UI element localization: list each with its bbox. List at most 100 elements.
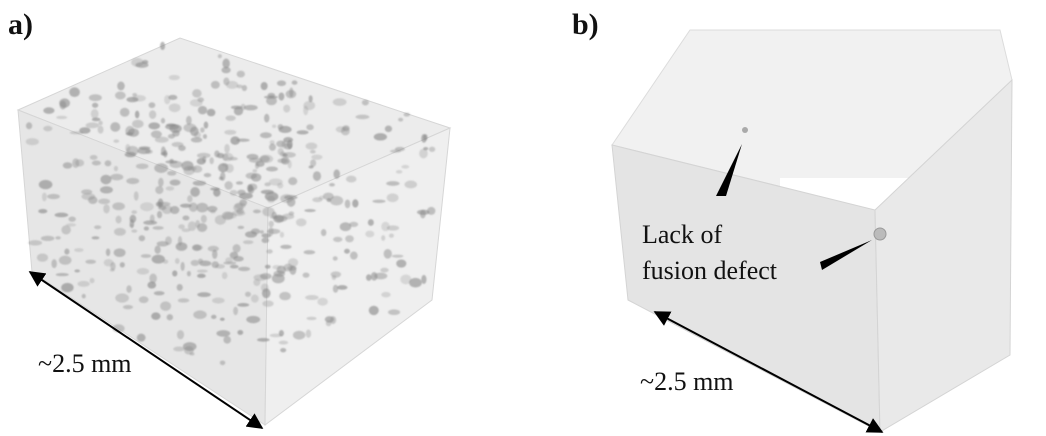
pore bbox=[173, 347, 184, 352]
pore bbox=[82, 294, 86, 299]
pore bbox=[349, 222, 358, 227]
pore bbox=[154, 163, 168, 173]
pore bbox=[192, 89, 202, 97]
pore bbox=[225, 115, 235, 121]
pore bbox=[169, 75, 180, 80]
pore bbox=[392, 255, 404, 258]
pore bbox=[126, 285, 131, 293]
pore bbox=[125, 144, 130, 152]
pore bbox=[279, 292, 290, 300]
pore bbox=[114, 166, 118, 171]
pore bbox=[253, 210, 261, 214]
pore bbox=[166, 186, 175, 190]
pore bbox=[344, 249, 350, 254]
pore bbox=[169, 103, 181, 112]
pore bbox=[220, 360, 225, 365]
pore bbox=[178, 298, 190, 302]
pore bbox=[26, 122, 32, 129]
pore bbox=[51, 259, 56, 268]
pore bbox=[64, 249, 69, 255]
pore bbox=[115, 91, 126, 99]
pore bbox=[47, 194, 60, 199]
pore bbox=[149, 102, 156, 108]
pore bbox=[190, 352, 195, 355]
pore bbox=[228, 157, 238, 161]
pore bbox=[252, 169, 257, 172]
pore bbox=[137, 268, 149, 275]
pore bbox=[279, 341, 288, 345]
pore bbox=[131, 210, 137, 214]
pore bbox=[236, 181, 243, 184]
pore bbox=[86, 122, 99, 128]
pore bbox=[317, 298, 328, 306]
pore bbox=[55, 236, 61, 239]
pore bbox=[188, 221, 196, 231]
pore bbox=[233, 307, 238, 315]
pore bbox=[237, 330, 243, 335]
pore bbox=[197, 292, 211, 297]
pore bbox=[74, 269, 80, 272]
pore bbox=[293, 331, 305, 340]
pore bbox=[303, 250, 315, 254]
pore bbox=[209, 157, 213, 164]
pore bbox=[126, 178, 139, 184]
pore bbox=[224, 212, 237, 219]
pore bbox=[284, 143, 292, 150]
pore bbox=[280, 348, 286, 352]
pore bbox=[289, 211, 295, 215]
pore bbox=[113, 139, 119, 142]
pore bbox=[195, 220, 200, 228]
pore bbox=[98, 126, 104, 134]
pore bbox=[303, 273, 310, 278]
pore bbox=[260, 132, 272, 138]
pore bbox=[158, 202, 170, 206]
pore bbox=[272, 265, 281, 269]
pore bbox=[305, 295, 318, 300]
pore bbox=[117, 82, 125, 91]
pore bbox=[306, 143, 318, 150]
pore bbox=[342, 125, 349, 131]
pore bbox=[267, 229, 280, 234]
pore bbox=[429, 147, 435, 152]
pore bbox=[330, 316, 336, 324]
pore bbox=[158, 206, 166, 211]
pore bbox=[43, 126, 52, 132]
pore bbox=[199, 261, 211, 267]
pore bbox=[126, 97, 138, 102]
pore bbox=[203, 134, 207, 139]
pore bbox=[230, 265, 239, 269]
pore bbox=[306, 124, 313, 130]
pore bbox=[237, 303, 249, 307]
pore bbox=[381, 292, 390, 298]
pore bbox=[154, 291, 165, 295]
pore bbox=[381, 235, 385, 241]
pore bbox=[148, 122, 160, 129]
pore bbox=[181, 262, 185, 271]
pore bbox=[261, 283, 269, 292]
pore bbox=[139, 146, 151, 150]
pore bbox=[261, 82, 268, 90]
annotation: fusion defect bbox=[642, 256, 778, 285]
pore bbox=[277, 80, 286, 86]
pore bbox=[198, 106, 207, 115]
pore bbox=[222, 272, 228, 279]
pore bbox=[167, 314, 173, 320]
pore bbox=[139, 235, 145, 241]
pore bbox=[85, 260, 96, 264]
pore bbox=[281, 157, 290, 165]
pore bbox=[310, 159, 316, 166]
pore bbox=[197, 158, 206, 165]
pore bbox=[149, 110, 156, 119]
pore bbox=[61, 225, 71, 234]
pore bbox=[41, 236, 55, 241]
pore bbox=[151, 131, 162, 139]
pore bbox=[332, 275, 337, 280]
pore bbox=[223, 77, 229, 85]
pore bbox=[136, 163, 149, 169]
pore bbox=[130, 215, 137, 223]
pore bbox=[132, 120, 144, 128]
pore bbox=[167, 171, 176, 176]
pore bbox=[220, 318, 225, 321]
pore bbox=[243, 240, 254, 244]
pore bbox=[98, 198, 110, 204]
